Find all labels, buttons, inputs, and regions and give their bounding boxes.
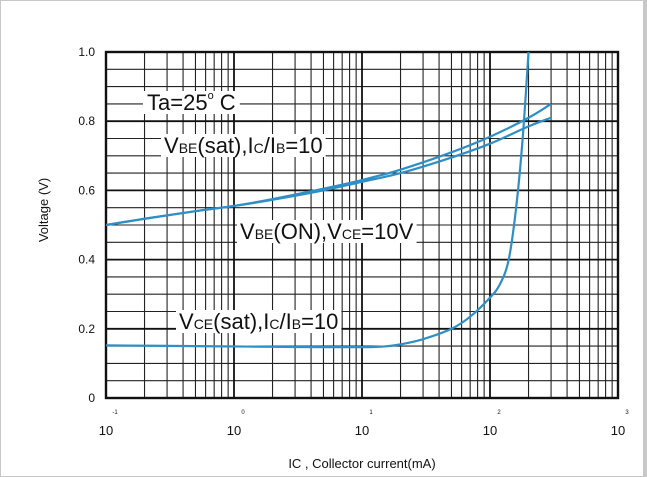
temperature-label-background (143, 91, 240, 114)
vce-sat-label-part: C (269, 316, 279, 332)
y-tick-labels: 0 0.2 0.4 0.6 0.8 1.0 (78, 45, 95, 405)
temperature-value: Ta=25 (147, 90, 208, 115)
vbe-sat-label-group: VBE(sat),IC/IB=10 (161, 133, 326, 158)
y-tick-label: 0 (88, 391, 95, 405)
vce-sat-label-part: B (292, 316, 301, 332)
x-tick-label: 10 (355, 423, 369, 438)
x-tick-label: 10 (227, 423, 241, 438)
y-tick-label: 0.2 (78, 322, 95, 336)
vbe-on-label-group: VBE(ON),VCE=10V (237, 219, 417, 244)
x-tick-label: 10 (483, 423, 497, 438)
y-tick-label: 0.6 (78, 183, 95, 197)
vce-sat-label: VCE(sat),IC/IB=10 (179, 309, 338, 334)
y-axis-label: Voltage (V) (36, 178, 51, 242)
x-tick-label: 10 (99, 423, 113, 438)
vbe-sat-label-part: V (164, 133, 179, 158)
x-tick-exponent: 0 (241, 410, 245, 416)
x-tick-label: 10 (611, 423, 625, 438)
vbe-on-label-part: BE (255, 226, 274, 242)
vbe-on-curve (106, 116, 552, 227)
vce-sat-label-background (176, 310, 342, 333)
vbe-on-label: VBE(ON),VCE=10V (240, 219, 414, 244)
vbe-on-label-background (237, 220, 417, 243)
vce-sat-label-part: V (179, 309, 194, 334)
vbe-sat-label-part: B (276, 140, 285, 156)
vce-sat-label-part: =10 (301, 309, 338, 334)
temperature-label-group: Ta=25o C (143, 90, 240, 115)
y-tick-label: 0.8 (78, 114, 95, 128)
vce-sat-label-part: /I (280, 309, 292, 334)
vbe-on-label-part: CE (342, 226, 361, 242)
x-tick-exponent: 1 (369, 410, 373, 416)
x-tick-exponent: 3 (625, 410, 629, 416)
x-axis-label: IC , Collector current(mA) (288, 456, 435, 471)
vbe-sat-label-part: C (254, 140, 264, 156)
major-grid (106, 52, 618, 398)
degree-sign: o (208, 90, 214, 102)
vce-sat-label-part: CE (194, 316, 213, 332)
vbe-on-label-part: V (240, 219, 255, 244)
y-tick-label: 1.0 (78, 45, 95, 59)
vce-sat-label-part: (sat),I (213, 309, 269, 334)
vce-sat-curve (106, 52, 530, 349)
vbe-sat-label-part: BE (179, 140, 198, 156)
annotations: Ta=25o CVBE(sat),IC/IB=10VBE(ON),VCE=10V… (143, 90, 417, 334)
temperature-unit: C (214, 90, 236, 115)
vbe-on-label-part: (ON),V (273, 219, 342, 244)
temperature-label: Ta=25o C (147, 90, 236, 115)
vbe-on-label-part: =10V (361, 219, 413, 244)
x-tick-exponent: 2 (497, 410, 501, 416)
vbe-sat-label-part: (sat),I (197, 133, 253, 158)
vbe-sat-label-background (161, 134, 326, 157)
series-group (106, 52, 552, 349)
vbe-sat-label-part: =10 (285, 133, 322, 158)
x-tick-labels: 10 -1 10 0 10 1 10 2 10 3 (99, 410, 630, 438)
y-tick-label: 0.4 (78, 253, 95, 267)
vbe-sat-label: VBE(sat),IC/IB=10 (164, 133, 323, 158)
vbe-sat-label-part: /I (264, 133, 276, 158)
x-tick-exponent: -1 (112, 410, 118, 416)
vce-sat-label-group: VCE(sat),IC/IB=10 (176, 309, 342, 334)
